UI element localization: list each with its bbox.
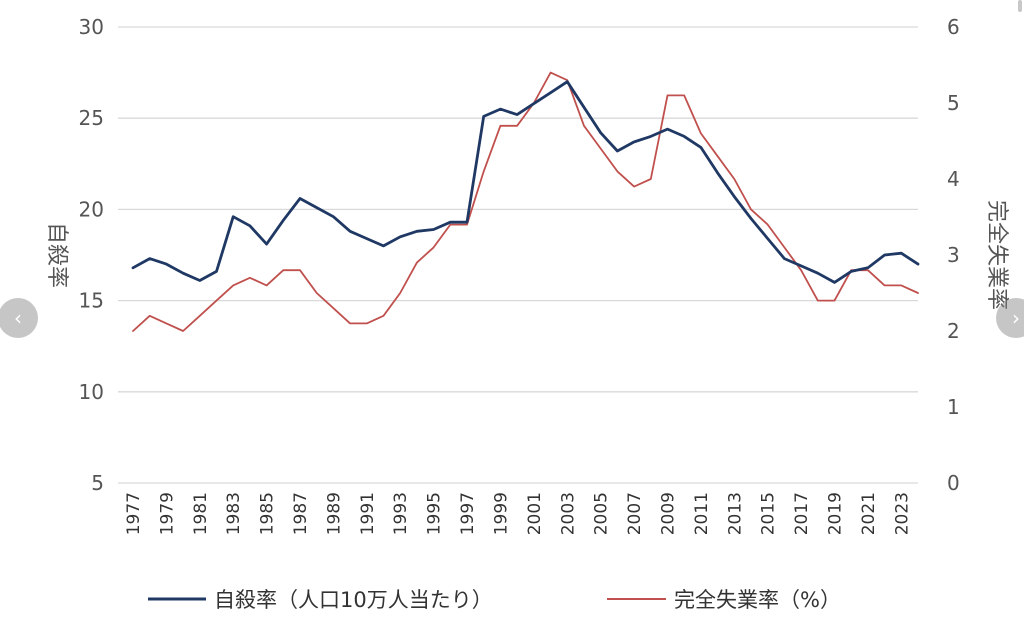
x-tick-label-1985: 1985 xyxy=(258,492,278,535)
legend-label-unemployment-rate: 完全失業率（%） xyxy=(674,588,841,612)
right-tick-label-6: 6 xyxy=(947,15,960,39)
scrollbar-thumb[interactable] xyxy=(1018,0,1022,12)
legend: 自殺率（人口10万人当たり） 完全失業率（%） xyxy=(148,588,841,612)
x-tick-label-2019: 2019 xyxy=(825,492,845,535)
x-tick-label-1995: 1995 xyxy=(425,492,445,535)
right-tick-label-5: 5 xyxy=(947,91,960,115)
x-tick-label-1993: 1993 xyxy=(391,492,411,535)
right-tick-label-0: 0 xyxy=(947,471,960,495)
x-tick-label-2011: 2011 xyxy=(692,492,712,535)
left-tick-label-20: 20 xyxy=(79,197,104,221)
x-tick-label-1987: 1987 xyxy=(291,492,311,535)
x-tick-label-1983: 1983 xyxy=(224,492,244,535)
x-tick-label-1991: 1991 xyxy=(358,492,378,535)
x-tick-label-2015: 2015 xyxy=(759,492,779,535)
next-arrow-button[interactable]: › xyxy=(996,298,1024,338)
x-tick-label-1979: 1979 xyxy=(157,492,177,535)
right-tick-label-4: 4 xyxy=(947,167,960,191)
gridlines xyxy=(118,26,918,484)
left-tick-label-10: 10 xyxy=(79,380,104,404)
right-axis-title: 完全失業率 xyxy=(984,200,1009,310)
x-tick-label-2023: 2023 xyxy=(892,492,912,535)
left-tick-label-15: 15 xyxy=(79,289,104,313)
x-tick-label-2005: 2005 xyxy=(592,492,612,535)
x-tick-label-1989: 1989 xyxy=(324,492,344,535)
x-tick-label-1977: 1977 xyxy=(124,492,144,535)
x-tick-label-1999: 1999 xyxy=(491,492,511,535)
x-tick-label-2003: 2003 xyxy=(558,492,578,535)
left-axis-ticks: 5 10 15 20 25 30 xyxy=(79,15,104,495)
right-tick-label-1: 1 xyxy=(947,395,960,419)
x-tick-label-2021: 2021 xyxy=(859,492,879,535)
x-axis-ticks: 1977 1979 1981 1983 1985 1987 1989 1991 1993 1995… xyxy=(124,492,912,535)
x-tick-label-2009: 2009 xyxy=(658,492,678,535)
prev-arrow-button[interactable]: ‹ xyxy=(0,298,38,338)
right-axis-ticks: 0 1 2 3 4 5 6 xyxy=(947,15,960,495)
left-tick-label-5: 5 xyxy=(91,471,104,495)
legend-label-suicide-rate: 自殺率（人口10万人当たり） xyxy=(214,588,493,612)
left-axis-title: 自殺率 xyxy=(44,222,69,288)
right-tick-label-2: 2 xyxy=(947,319,960,343)
x-tick-label-2013: 2013 xyxy=(725,492,745,535)
series-lines xyxy=(131,71,920,332)
x-tick-label-2001: 2001 xyxy=(525,492,545,535)
left-tick-label-30: 30 xyxy=(79,15,104,39)
x-tick-label-1981: 1981 xyxy=(191,492,211,535)
series-suicide-rate-line xyxy=(131,80,920,284)
x-tick-label-2007: 2007 xyxy=(625,492,645,535)
left-tick-label-25: 25 xyxy=(79,106,104,130)
x-tick-label-2017: 2017 xyxy=(792,492,812,535)
x-tick-label-1997: 1997 xyxy=(458,492,478,535)
series-unemployment-rate-line xyxy=(132,71,919,332)
right-tick-label-3: 3 xyxy=(947,243,960,267)
